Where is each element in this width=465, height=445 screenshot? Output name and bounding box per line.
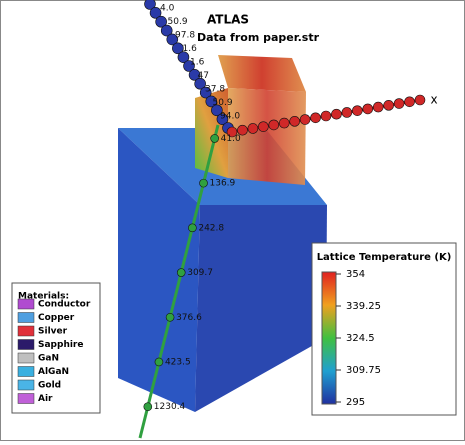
red-axis-bead [290,116,300,126]
material-label: Conductor [38,300,91,310]
material-label: Air [38,394,53,404]
red-axis-bead [321,111,331,121]
material-swatch [18,299,34,309]
blue-axis-label: 50.9 [168,17,188,27]
red-axis-bead [331,109,341,119]
red-axis-bead [300,115,310,125]
material-label: GaN [38,354,59,364]
red-axis-bead [258,122,268,132]
blue-axis-label: 4.0 [160,4,175,14]
blue-axis-label: 50.9 [213,98,233,108]
red-axis-bead [352,106,362,116]
colorbar-tick-label: 324.5 [346,333,375,344]
green-axis-label: 309.7 [187,268,213,278]
material-label: Sapphire [38,340,83,350]
blue-axis-label: 94.0 [220,112,240,122]
material-label: AlGaN [38,367,69,377]
blue-axis-label: 1.6 [190,58,205,68]
blue-axis-label: 37.8 [205,85,225,95]
green-axis-label: 1230.4 [154,402,186,412]
green-axis-label: 242.8 [198,223,224,233]
green-axis-bead [144,403,152,411]
blue-axis-label: 47 [198,71,209,81]
green-axis-bead [177,269,185,277]
red-axis-bead [384,100,394,110]
red-axis-bead [311,113,321,123]
colorbar-tick-label: 295 [346,397,365,408]
material-label: Gold [38,381,61,391]
material-swatch [18,326,34,336]
green-axis-label: 136.9 [210,179,236,189]
material-swatch [18,380,34,390]
green-axis-bead [166,313,174,321]
viewport: 41.0 136.9 242.8 309.7 376.6 423.5 1230.4 4.0 50… [0,0,465,441]
red-axis-bead [363,104,373,114]
red-axis-bead [342,107,352,117]
red-axis-bead [405,97,415,107]
red-axis-bead [269,120,279,130]
material-swatch [18,340,34,350]
green-axis-bead [155,358,163,366]
colorbar-tick-label: 339.25 [346,301,381,312]
material-swatch [18,394,34,404]
colorbar-title: Lattice Temperature (K) [317,252,452,263]
green-axis-label: 41.0 [221,134,241,144]
colorbar-tick-label: 354 [346,269,365,280]
green-axis-bead [188,224,196,232]
material-swatch [18,353,34,363]
red-axis-bead [373,102,383,112]
red-axis-bead [415,95,425,105]
green-axis-bead [211,134,219,142]
material-label: Silver [38,327,68,337]
green-axis-label: 423.5 [165,357,191,367]
red-axis-bead [394,99,404,109]
colorbar [322,272,336,404]
material-swatch [18,313,34,323]
colorbar-tick-label: 309.75 [346,365,381,376]
green-axis-bead [200,179,208,187]
material-label: Copper [38,313,75,323]
red-axis-bead [248,123,258,133]
red-axis-bead [279,118,289,128]
green-axis-label: 376.6 [176,313,202,323]
blue-axis-label: 97.8 [175,31,195,41]
subtitle: Data from paper.str [197,31,320,44]
blue-axis-label: 1.6 [183,44,198,54]
x-axis-label: x [430,93,437,107]
material-swatch [18,367,34,377]
hot-top [218,55,306,92]
title: ATLAS [207,13,249,27]
